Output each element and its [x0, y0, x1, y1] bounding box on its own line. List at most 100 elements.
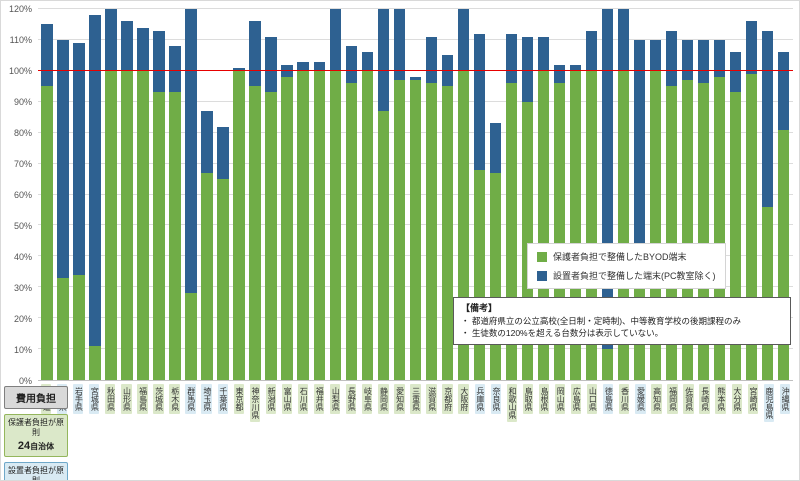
- byod-segment: [169, 92, 181, 380]
- bar-column: [471, 9, 487, 380]
- x-label-cell: 宮崎県: [745, 384, 761, 422]
- byod-segment: [329, 70, 342, 380]
- byod-segment: [681, 80, 694, 380]
- provided-segment: [361, 52, 374, 71]
- x-label-cell: 長野県: [343, 384, 359, 422]
- stacked-bar: [361, 9, 374, 380]
- x-label-cell: 石川県: [295, 384, 311, 422]
- y-tick-label: 110%: [9, 35, 32, 45]
- x-axis-label: 三重県: [410, 384, 421, 414]
- stacked-bar: [521, 9, 534, 380]
- y-tick-label: 0%: [18, 376, 32, 386]
- bar-column: [455, 9, 471, 380]
- gridline: [38, 8, 793, 9]
- bar-column: [552, 9, 568, 380]
- x-axis-label: 長崎県: [699, 384, 710, 414]
- provided-segment: [745, 21, 758, 74]
- byod-segment: [121, 70, 133, 380]
- bar-column: [247, 9, 263, 380]
- x-label-cell: 静岡県: [375, 384, 391, 422]
- x-label-cell: 福岡県: [664, 384, 680, 422]
- stacked-bar: [217, 9, 229, 380]
- y-tick-label: 30%: [13, 283, 32, 293]
- byod-segment: [649, 70, 662, 380]
- x-axis-label: 山梨県: [329, 384, 341, 414]
- x-axis-label: 兵庫県: [474, 384, 485, 414]
- provided-segment: [105, 9, 117, 71]
- byod-segment: [249, 86, 261, 380]
- x-axis-label: 千葉県: [217, 384, 228, 414]
- provided-segment: [41, 24, 53, 87]
- y-axis: 0% 10% 20% 30% 40% 50% 60% 70% 80% 90% 100% 110% 120…: [1, 4, 36, 386]
- y-tick-label: 120%: [8, 4, 32, 14]
- parent-burden-label: 保護者負担が原則: [8, 418, 64, 438]
- provided-segment: [393, 9, 406, 81]
- stacked-bar: [601, 9, 614, 380]
- y-tick-label: 20%: [13, 314, 32, 324]
- provided-segment: [585, 30, 598, 71]
- byod-segment: [777, 129, 790, 380]
- provided-segment: [457, 9, 470, 71]
- byod-segment: [489, 172, 502, 380]
- provided-segment: [537, 36, 550, 71]
- byod-segment: [313, 70, 326, 380]
- provided-segment: [649, 39, 662, 71]
- note-line: ・ 生徒数の120%を超える台数分は表示していない。: [461, 328, 664, 339]
- stacked-bar: [121, 9, 133, 380]
- provided-segment: [185, 9, 197, 294]
- x-axis-label: 山形県: [121, 384, 132, 414]
- provided-segment: [521, 36, 534, 102]
- bar-column: [439, 9, 455, 380]
- provided-segment: [73, 43, 85, 275]
- bar-column: [680, 9, 696, 380]
- x-axis-label: 島根県: [538, 384, 550, 414]
- x-axis-label: 高知県: [651, 384, 662, 414]
- provided-segment: [329, 9, 342, 71]
- bar-column: [696, 9, 712, 380]
- x-axis-label: 徳島県: [603, 384, 614, 414]
- byod-segment: [265, 92, 277, 380]
- y-tick-label: 50%: [13, 221, 32, 231]
- stacked-bar: [297, 9, 310, 380]
- x-label-cell: 神奈川県: [247, 384, 263, 422]
- stacked-bar: [441, 9, 454, 380]
- x-label-cell: 秋田県: [102, 384, 118, 422]
- x-axis-label: 佐賀県: [683, 384, 694, 414]
- byod-segment: [297, 70, 310, 380]
- bar-column: [295, 9, 311, 380]
- bar-column: [167, 9, 183, 380]
- bar-column: [279, 9, 295, 380]
- x-label-cell: 茨城県: [150, 384, 166, 422]
- provided-segment: [89, 15, 101, 346]
- x-axis-label: 京都府: [442, 384, 453, 414]
- bar-column: [519, 9, 535, 380]
- bar-column: [311, 9, 327, 380]
- x-label-cell: 富山県: [279, 384, 295, 422]
- y-tick-label: 90%: [13, 97, 32, 107]
- x-label-cell: 千葉県: [215, 384, 231, 422]
- provided-segment: [633, 39, 646, 288]
- stacked-bar: [313, 9, 326, 380]
- bar-column: [375, 9, 391, 380]
- x-axis-label: 長野県: [346, 384, 357, 414]
- byod-segment: [201, 172, 213, 380]
- plot-area: 保護者負担で整備したBYOD端末 設置者負担で整備した端末(PC教室除く) 【備…: [38, 8, 793, 381]
- provided-segment: [297, 61, 310, 71]
- stacked-bar: [681, 9, 694, 380]
- x-label-cell: 島根県: [536, 384, 552, 422]
- stacked-bar: [57, 9, 69, 380]
- legend-label-provided: 設置者負担で整備した端末(PC教室除く): [553, 271, 716, 281]
- stacked-bar: [665, 9, 678, 380]
- x-axis-label: 福岡県: [667, 384, 678, 414]
- legend-item-provided: 設置者負担で整備した端末(PC教室除く): [537, 269, 716, 282]
- x-label-cell: 熊本県: [713, 384, 729, 422]
- gridline: [38, 38, 793, 40]
- y-tick-label: 60%: [13, 190, 32, 200]
- provided-segment: [121, 21, 133, 71]
- provided-segment: [665, 30, 678, 87]
- x-axis-label: 鳥取県: [522, 384, 534, 414]
- provided-segment: [473, 33, 486, 170]
- y-tick-label: 10%: [13, 345, 32, 355]
- stacked-bar: [393, 9, 406, 380]
- stacked-bar: [377, 9, 390, 380]
